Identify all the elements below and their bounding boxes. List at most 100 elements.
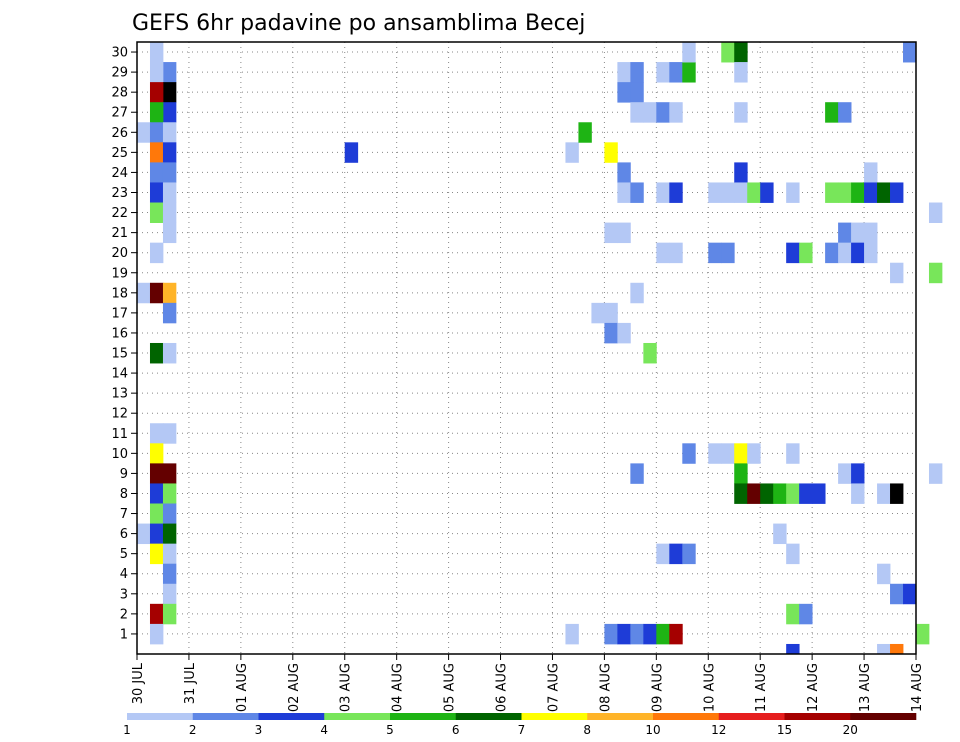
heatmap-cell [851, 483, 865, 504]
heatmap-cell [851, 222, 865, 244]
heatmap-cell [591, 302, 605, 324]
heatmap-cell [149, 342, 164, 364]
heatmap-cell [838, 463, 852, 484]
legend-swatch [390, 713, 457, 720]
heatmap-cell [149, 42, 164, 63]
heatmap-cell [149, 623, 164, 645]
x-tick-label: 11 AUG [754, 663, 769, 712]
heatmap-cell [162, 102, 177, 123]
heatmap-cell [162, 483, 177, 504]
heatmap-cell [734, 102, 748, 123]
legend-label: 10 [645, 723, 660, 737]
heatmap-cell [903, 42, 917, 63]
heatmap-cell [851, 242, 865, 264]
y-tick-label: 27 [111, 106, 128, 121]
heatmap-cell [643, 623, 657, 645]
heatmap-cell [903, 583, 917, 605]
heatmap-cell [734, 182, 748, 203]
y-tick-label: 5 [120, 547, 128, 562]
heatmap-cell [708, 182, 722, 203]
y-axis-ticks: 1234567891011121314151617181920212223242… [111, 46, 137, 642]
heatmap-cell [890, 262, 904, 284]
x-tick-label: 06 AUG [495, 663, 510, 712]
legend-label: 1 [123, 723, 131, 737]
heatmap-cell [162, 342, 177, 364]
heatmap-cell [149, 162, 164, 183]
y-tick-label: 15 [111, 347, 128, 362]
heatmap-cell [773, 523, 787, 545]
legend-label: 6 [452, 723, 460, 737]
heatmap-cell [137, 282, 151, 304]
plot-frame [136, 41, 917, 655]
x-tick-label: 07 AUG [546, 663, 561, 712]
heatmap-cell [812, 483, 826, 504]
x-tick-label: 09 AUG [650, 663, 665, 712]
legend-swatch [521, 713, 588, 720]
y-tick-label: 14 [111, 367, 128, 382]
heatmap-cell [162, 523, 177, 545]
heatmap-cell [669, 62, 683, 83]
heatmap-cell [916, 623, 930, 645]
heatmap-cell [344, 142, 359, 163]
heatmap-cell [708, 242, 722, 264]
heatmap-cell [565, 623, 579, 645]
heatmap-cell [578, 122, 592, 143]
x-tick-label: 03 AUG [339, 663, 354, 712]
heatmap-cell [786, 543, 800, 565]
heatmap-cell [864, 162, 878, 183]
heatmap-cell [617, 62, 631, 83]
heatmap-cell [149, 202, 164, 223]
heatmap-cell [604, 142, 618, 163]
heatmap-cell [630, 463, 644, 484]
x-tick-label: 14 AUG [910, 663, 925, 712]
heatmap-cell [825, 242, 839, 264]
heatmap-cell [656, 543, 670, 565]
heatmap-cell [162, 282, 177, 304]
heatmap-cell [747, 443, 761, 464]
heatmap-cell [734, 483, 748, 504]
heatmap-cell [721, 42, 735, 63]
heatmap-cell [877, 643, 891, 654]
heatmap-cell [734, 463, 748, 484]
y-tick-label: 26 [111, 126, 128, 141]
y-tick-label: 28 [111, 86, 128, 101]
heatmap-cell [890, 483, 904, 504]
heatmap-cell [643, 102, 657, 123]
legend-label: 2 [189, 723, 197, 737]
heatmap-cell [721, 242, 735, 264]
y-tick-label: 21 [111, 226, 128, 241]
heatmap-cell [734, 443, 748, 464]
heatmap-cell [838, 222, 852, 244]
heatmap-cell [669, 543, 683, 565]
y-tick-label: 3 [120, 587, 128, 602]
heatmap-cell [149, 423, 164, 444]
heatmap-cell [604, 623, 618, 645]
heatmap-cell [149, 182, 164, 203]
heatmap-cell [773, 483, 787, 504]
heatmap-cell [890, 643, 904, 654]
heatmap-cell [747, 483, 761, 504]
legend-swatch [192, 713, 259, 720]
heatmap-cell [162, 583, 177, 605]
x-tick-label: 13 AUG [858, 663, 873, 712]
heatmap-cell [682, 42, 696, 63]
y-tick-label: 11 [111, 427, 128, 442]
heatmap-cell [162, 222, 177, 244]
heatmap-cell [786, 483, 800, 504]
y-tick-label: 8 [120, 487, 128, 502]
legend-swatch [587, 713, 654, 720]
y-tick-label: 7 [120, 507, 128, 522]
x-tick-label: 08 AUG [598, 663, 613, 712]
heatmap-cell [734, 42, 748, 63]
heatmap-cell [877, 182, 891, 203]
heatmap-cell [149, 102, 164, 123]
heatmap-cell [162, 142, 177, 163]
heatmap-cell [786, 443, 800, 464]
heatmap-cell [162, 202, 177, 223]
heatmap-cell [928, 262, 943, 284]
heatmap-cell [890, 182, 904, 203]
heatmap-cell [890, 583, 904, 605]
heatmap-cell [162, 543, 177, 565]
heatmap-cell [656, 182, 670, 203]
